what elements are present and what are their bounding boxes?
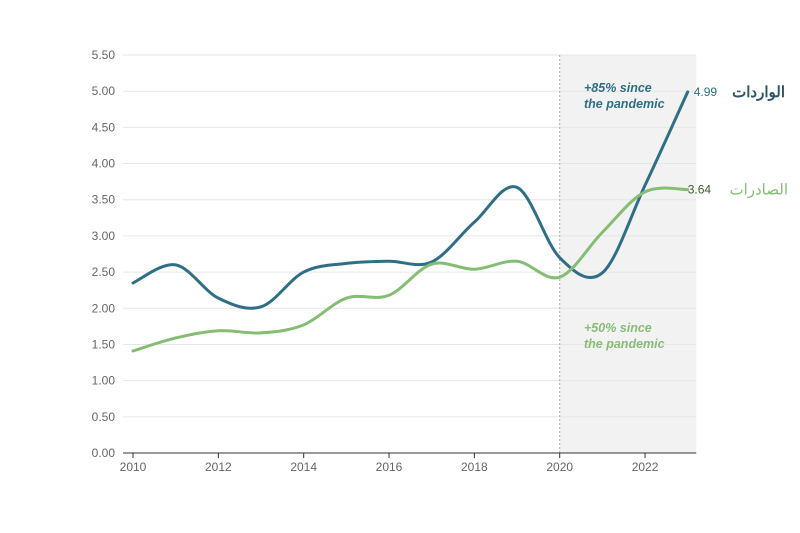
- y-tick-label: 3.50: [92, 193, 116, 207]
- x-tick-label: 2016: [376, 460, 403, 474]
- annotation-text: the pandemic: [584, 337, 665, 351]
- series-line-exports: [131, 186, 690, 353]
- series-name-label: الواردات: [732, 84, 785, 101]
- y-tick-label: 4.00: [92, 157, 116, 171]
- y-tick-label: 1.00: [92, 374, 116, 388]
- x-tick-label: 2014: [290, 460, 317, 474]
- end-value-label: 3.64: [688, 183, 712, 197]
- annotation-text: the pandemic: [584, 97, 665, 111]
- series-name-label: الصادرات: [729, 182, 788, 199]
- y-tick-label: 5.50: [92, 48, 116, 62]
- y-tick-label: 4.50: [92, 120, 116, 134]
- x-tick-label: 2012: [205, 460, 232, 474]
- x-tick-label: 2020: [546, 460, 573, 474]
- y-tick-label: 1.50: [92, 337, 116, 351]
- y-tick-label: 0.50: [92, 410, 116, 424]
- annotation-text: +85% since: [584, 81, 652, 95]
- y-tick-label: 3.00: [92, 229, 116, 243]
- y-tick-label: 2.50: [92, 265, 116, 279]
- x-tick-label: 2018: [461, 460, 488, 474]
- y-tick-label: 5.00: [92, 84, 116, 98]
- y-tick-label: 0.00: [92, 446, 116, 460]
- end-value-label: 4.99: [694, 85, 718, 99]
- annotation-text: +50% since: [584, 321, 652, 335]
- series-line-imports: [131, 90, 690, 310]
- x-tick-label: 2010: [120, 460, 147, 474]
- y-tick-label: 2.00: [92, 301, 116, 315]
- x-tick-label: 2022: [632, 460, 659, 474]
